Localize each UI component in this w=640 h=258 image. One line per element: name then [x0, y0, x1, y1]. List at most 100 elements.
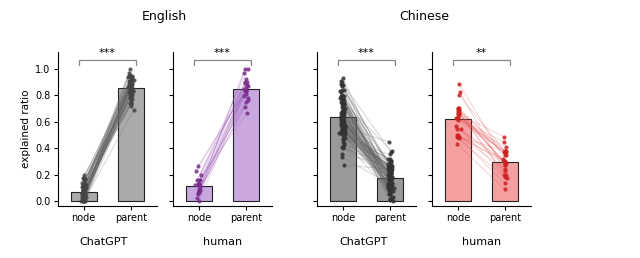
- Point: [499, 159, 509, 163]
- Point: [194, 199, 204, 203]
- Point: [385, 185, 396, 189]
- Point: [384, 192, 394, 196]
- Point: [338, 76, 348, 80]
- Point: [498, 157, 508, 161]
- Point: [385, 170, 396, 174]
- Point: [339, 110, 349, 115]
- Point: [125, 100, 136, 104]
- Point: [80, 183, 90, 187]
- Bar: [70, 191, 97, 201]
- Point: [456, 127, 466, 131]
- Point: [337, 123, 348, 127]
- Point: [126, 85, 136, 90]
- Point: [127, 86, 137, 90]
- Bar: [445, 119, 471, 201]
- Point: [125, 67, 136, 71]
- Point: [79, 187, 89, 191]
- Point: [78, 176, 88, 181]
- Point: [124, 79, 134, 83]
- Point: [385, 198, 395, 203]
- Point: [384, 187, 394, 191]
- Point: [240, 81, 250, 85]
- Point: [500, 150, 511, 154]
- Point: [194, 187, 204, 191]
- Point: [452, 106, 463, 110]
- Point: [385, 182, 396, 186]
- Point: [338, 98, 348, 102]
- Point: [125, 93, 135, 98]
- Point: [385, 177, 396, 181]
- Point: [337, 80, 348, 84]
- Point: [193, 182, 203, 186]
- Point: [454, 92, 464, 96]
- Point: [125, 83, 136, 87]
- Point: [77, 185, 88, 189]
- Point: [385, 166, 396, 170]
- Point: [79, 178, 89, 182]
- Point: [384, 184, 394, 188]
- Point: [339, 106, 349, 110]
- Point: [387, 181, 397, 186]
- Point: [454, 112, 464, 116]
- Point: [385, 182, 396, 186]
- Point: [385, 189, 395, 194]
- Point: [336, 110, 346, 115]
- Point: [453, 111, 463, 115]
- Point: [81, 183, 92, 187]
- Point: [339, 109, 349, 113]
- Point: [125, 86, 135, 90]
- Bar: [118, 88, 144, 201]
- Point: [79, 173, 89, 177]
- Point: [337, 102, 348, 107]
- Point: [499, 134, 509, 139]
- Point: [385, 181, 395, 185]
- Point: [125, 79, 136, 83]
- Point: [239, 87, 249, 91]
- Point: [124, 90, 134, 94]
- Point: [240, 105, 250, 109]
- Point: [126, 102, 136, 106]
- Point: [337, 102, 348, 106]
- Point: [125, 83, 136, 87]
- Point: [499, 150, 509, 154]
- Point: [125, 87, 136, 91]
- Point: [336, 123, 346, 127]
- Point: [125, 78, 135, 83]
- Text: ***: ***: [99, 48, 116, 58]
- Point: [127, 90, 137, 94]
- Point: [338, 146, 348, 150]
- Text: human: human: [462, 237, 501, 247]
- Point: [387, 196, 397, 200]
- Point: [453, 115, 463, 119]
- Point: [385, 176, 395, 180]
- Point: [80, 195, 90, 199]
- Point: [337, 109, 348, 113]
- Point: [384, 176, 394, 181]
- Point: [500, 163, 511, 167]
- Point: [387, 199, 397, 203]
- Point: [384, 167, 394, 171]
- Point: [239, 79, 250, 84]
- Point: [337, 116, 348, 120]
- Point: [79, 198, 89, 203]
- Point: [79, 190, 89, 194]
- Point: [335, 89, 345, 93]
- Point: [385, 164, 396, 168]
- Point: [125, 85, 136, 89]
- Point: [125, 82, 136, 86]
- Point: [193, 189, 204, 193]
- Point: [337, 128, 348, 132]
- Point: [337, 98, 348, 102]
- Point: [339, 129, 349, 133]
- Point: [385, 197, 396, 201]
- Point: [123, 85, 133, 90]
- Point: [383, 164, 394, 168]
- Point: [454, 110, 464, 114]
- Point: [81, 186, 92, 190]
- Point: [385, 192, 395, 197]
- Point: [340, 125, 350, 130]
- Point: [385, 181, 396, 185]
- Point: [387, 176, 397, 180]
- Point: [385, 157, 395, 162]
- Point: [125, 84, 136, 88]
